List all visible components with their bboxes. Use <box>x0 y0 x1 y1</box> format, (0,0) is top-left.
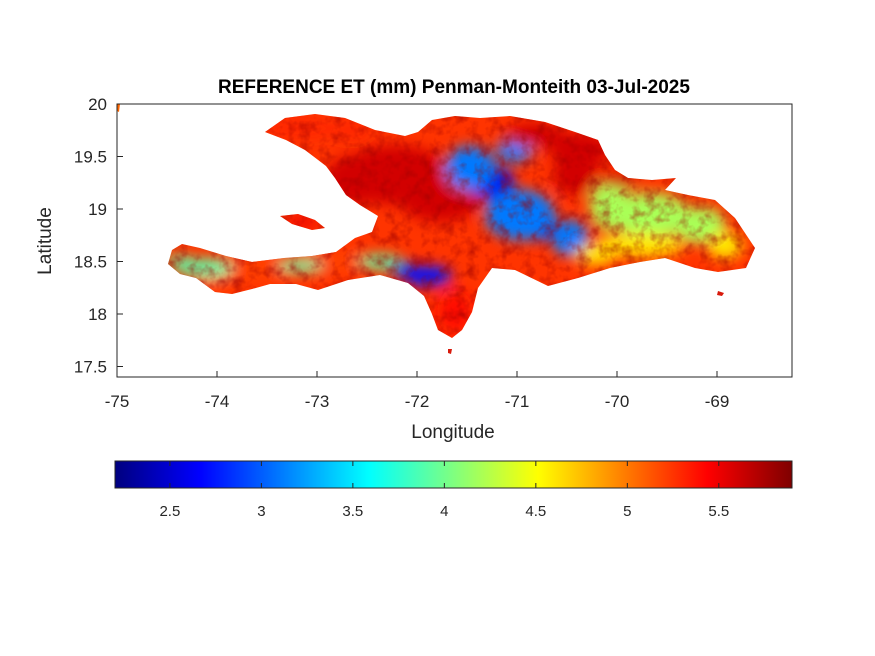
x-tick-label: -74 <box>205 392 230 411</box>
y-tick-label: 18 <box>88 305 107 324</box>
x-tick-label: -69 <box>705 392 730 411</box>
x-tick-label: -71 <box>505 392 530 411</box>
colorbar-tick-label: 4 <box>440 503 448 520</box>
colorbar-tick-label: 3.5 <box>342 503 363 520</box>
colorbar-tick-label: 5.5 <box>708 503 729 520</box>
colorbar-tick-label: 5 <box>623 503 631 520</box>
x-axis: -75 -74 -73 -72 -71 -70 -69 <box>105 371 730 411</box>
islet-beata <box>448 349 452 354</box>
y-axis-label: Latitude <box>35 207 56 275</box>
y-tick-label: 19 <box>88 200 107 219</box>
islet-saona <box>717 291 724 296</box>
colorbar-gradient <box>115 461 792 488</box>
axes-box <box>116 103 793 378</box>
x-tick-label: -72 <box>405 392 430 411</box>
colorbar-tick-label: 4.5 <box>525 503 546 520</box>
x-tick-label: -73 <box>305 392 330 411</box>
colorbar-tick-label: 3 <box>257 503 265 520</box>
chart-title: REFERENCE ET (mm) Penman-Monteith 03-Jul… <box>218 77 690 98</box>
colorbar-tick-label: 2.5 <box>159 503 180 520</box>
y-tick-label: 20 <box>88 95 107 114</box>
x-tick-label: -75 <box>105 392 130 411</box>
colorbar-box <box>114 460 793 489</box>
x-axis-label: Longitude <box>411 422 494 443</box>
islet-tortuga-edge <box>117 104 120 112</box>
y-tick-label: 17.5 <box>74 358 107 377</box>
y-tick-label: 18.5 <box>74 253 107 272</box>
y-axis: 17.5 18 18.5 19 19.5 20 <box>74 95 123 377</box>
y-tick-label: 19.5 <box>74 148 107 167</box>
colorbar: 2.5 3 3.5 4 4.5 5 5.5 <box>114 460 793 520</box>
x-tick-label: -70 <box>605 392 630 411</box>
colorbar-ticks: 2.5 3 3.5 4 4.5 5 5.5 <box>159 461 729 520</box>
